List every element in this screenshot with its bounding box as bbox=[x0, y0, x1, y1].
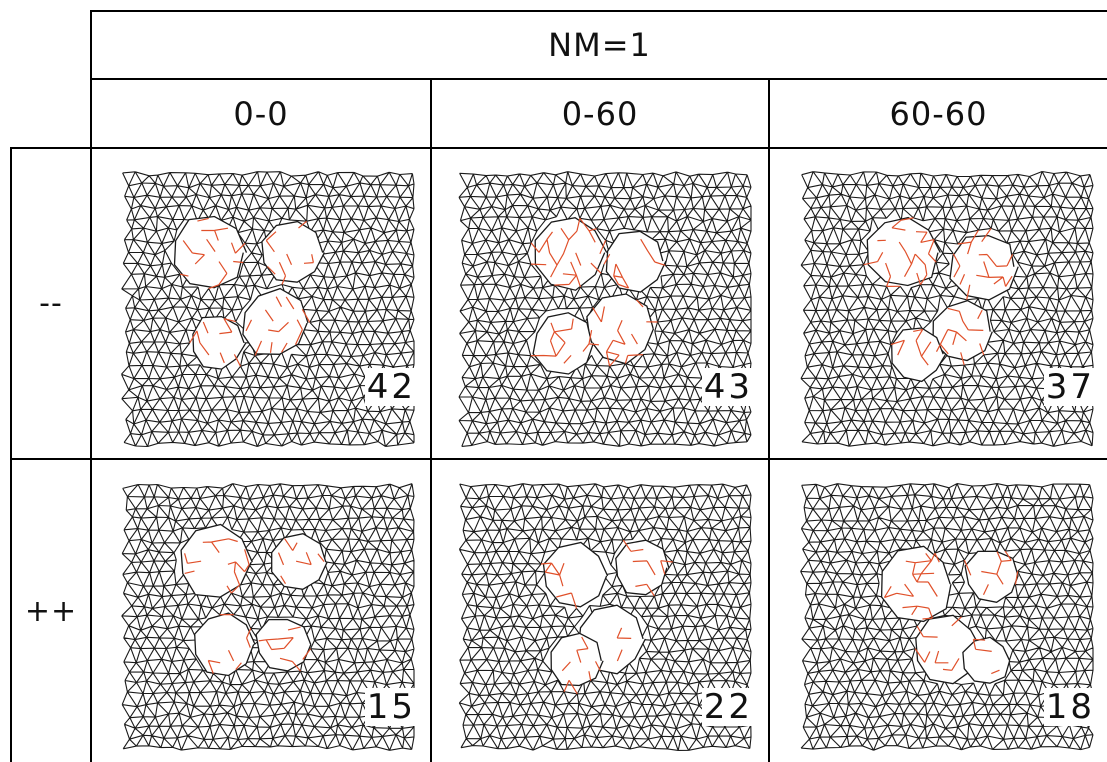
count-label: 37 bbox=[1043, 367, 1095, 407]
mesh-cell-outline bbox=[964, 550, 1019, 603]
mesh-cell-outline bbox=[891, 327, 947, 383]
mesh-cell-outline bbox=[173, 215, 248, 289]
count-label: 15 bbox=[364, 687, 416, 727]
mesh-cell-minus-0-60: 43 bbox=[455, 168, 755, 450]
mesh-cell-outline bbox=[932, 299, 993, 362]
column-header-0-60: 0-60 bbox=[561, 94, 639, 133]
mesh-cell-plus-0-0: 15 bbox=[118, 480, 418, 754]
mesh-diagram bbox=[458, 483, 752, 751]
mesh-diagram bbox=[800, 170, 1094, 447]
highlighted-edges bbox=[530, 217, 666, 367]
table-border-label-column bbox=[90, 147, 92, 762]
row-label-plus: ++ bbox=[24, 593, 78, 629]
mesh-edges bbox=[800, 170, 1094, 447]
column-header-60-60: 60-60 bbox=[889, 94, 988, 133]
mesh-cell-outline bbox=[615, 539, 670, 596]
table-title: NM=1 bbox=[548, 26, 651, 64]
mesh-edges bbox=[121, 483, 415, 751]
highlighted-edges bbox=[184, 538, 325, 674]
mesh-cell-outline bbox=[194, 612, 256, 677]
count-label: 18 bbox=[1043, 687, 1095, 727]
table-border-top bbox=[90, 10, 1107, 12]
mesh-diagram bbox=[121, 483, 415, 751]
mesh-diagram bbox=[800, 483, 1094, 751]
table-border-under-columns bbox=[10, 147, 1107, 149]
highlighted-edges bbox=[883, 550, 1019, 675]
mesh-edges bbox=[121, 171, 415, 448]
mesh-edges bbox=[800, 483, 1094, 751]
mesh-cell-outline bbox=[880, 545, 952, 623]
table-border-left-header bbox=[90, 10, 92, 150]
table-border-col-2 bbox=[768, 78, 770, 762]
table-border-under-title bbox=[90, 78, 1107, 80]
mesh-cell-outline bbox=[949, 234, 1019, 301]
mesh-diagram bbox=[121, 171, 415, 448]
mesh-cell-outline bbox=[542, 541, 609, 608]
mesh-cell-plus-0-60: 22 bbox=[455, 480, 755, 754]
mesh-cell-outline bbox=[255, 618, 312, 672]
mesh-cell-outline bbox=[261, 220, 325, 283]
highlighted-edges bbox=[863, 217, 1014, 366]
highlighted-edges bbox=[179, 217, 314, 367]
count-label: 43 bbox=[701, 367, 753, 407]
count-label: 42 bbox=[364, 367, 416, 407]
mesh-cell-outline bbox=[532, 312, 595, 375]
mesh-cell-outline bbox=[962, 636, 1011, 684]
column-header-0-0: 0-0 bbox=[233, 94, 289, 133]
highlighted-edges bbox=[540, 539, 673, 695]
mesh-cell-minus-0-0: 42 bbox=[118, 168, 418, 450]
table-border-left-body bbox=[10, 147, 12, 762]
mesh-cell-plus-60-60: 18 bbox=[797, 480, 1097, 754]
mesh-cell-outline bbox=[550, 632, 604, 687]
mesh-cell-minus-60-60: 37 bbox=[797, 168, 1097, 450]
mesh-cell-outline bbox=[586, 293, 655, 365]
table-border-col-1 bbox=[430, 78, 432, 762]
mesh-cell-outline bbox=[605, 230, 667, 293]
count-label: 22 bbox=[701, 687, 753, 727]
table-border-between-rows bbox=[10, 458, 1107, 460]
row-label-minus: -- bbox=[39, 286, 63, 321]
mesh-diagram bbox=[458, 171, 752, 447]
mesh-edges bbox=[458, 483, 752, 751]
